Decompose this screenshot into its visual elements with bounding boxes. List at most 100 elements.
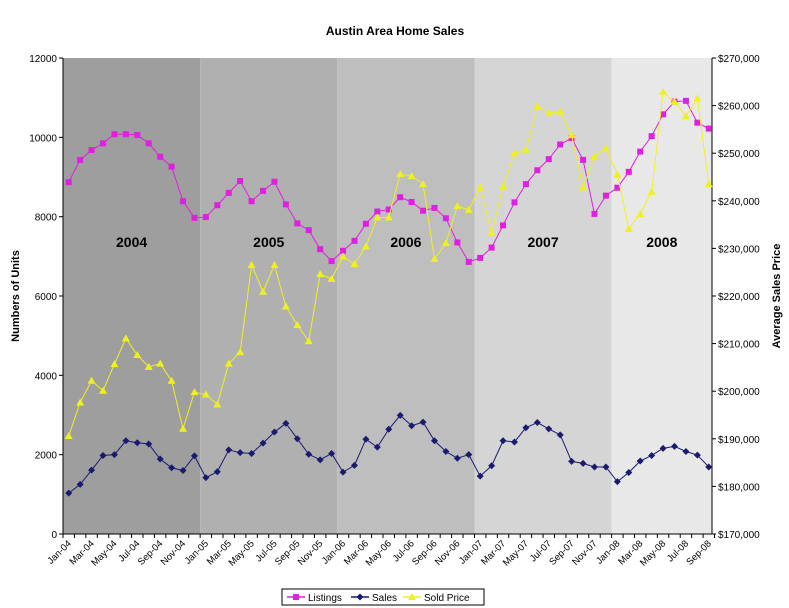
data-point [191,214,198,221]
x-tick-label: Nov-04 [159,538,188,567]
data-point [544,109,553,117]
data-point [121,334,130,342]
data-point [350,260,359,268]
data-point [568,457,576,465]
data-point [419,180,428,188]
data-point [431,204,438,211]
data-point [396,170,405,178]
data-point [420,207,427,214]
data-point [362,435,370,443]
data-point [442,447,450,455]
chart-title: Austin Area Home Sales [326,24,465,38]
data-point [385,425,393,433]
year-band-2007 [474,58,612,534]
data-point [65,179,72,186]
data-point [510,438,518,446]
data-point [579,459,587,467]
data-point [259,287,268,295]
data-point [407,172,416,180]
data-point [224,359,233,367]
data-point [270,428,278,436]
data-point [419,418,427,426]
year-band-label: 2008 [646,234,677,250]
y2-tick-label: $270,000 [718,54,760,65]
data-point [179,467,187,475]
data-point [236,348,245,356]
series-listings [65,97,712,265]
y-tick-label: 6000 [35,292,58,303]
data-point [282,419,290,427]
data-point [145,140,152,147]
data-point [76,398,85,406]
data-point [511,199,518,206]
data-point [659,87,668,95]
data-point [636,210,645,218]
data-point [465,451,473,459]
year-band-label: 2005 [253,234,284,250]
data-point [453,202,462,210]
data-point [237,177,244,184]
data-point [260,187,267,194]
data-point [647,187,656,195]
data-point [110,360,119,368]
data-point [522,424,530,432]
data-point [122,131,129,138]
data-point [190,388,199,396]
data-point [133,351,142,359]
data-point [157,153,164,160]
data-point [294,220,301,227]
data-point [362,220,369,227]
legend-label: Listings [308,593,342,604]
data-point [682,447,690,455]
data-point [88,147,95,154]
data-point [202,474,210,482]
data-point [648,133,655,140]
data-point [339,468,347,476]
data-point [705,463,713,471]
year-band-2004 [63,58,201,534]
x-tick-label: May-04 [89,538,119,568]
data-point [373,213,382,221]
data-point [145,440,153,448]
data-point [156,455,164,463]
data-point [568,135,575,142]
data-point [705,125,712,132]
data-point [534,167,541,174]
data-point [87,376,96,384]
data-point [340,247,347,254]
legend-marker [356,593,364,601]
data-point [236,449,244,457]
data-point [214,202,221,209]
data-point [671,442,679,450]
data-point [374,208,381,215]
data-point [430,437,438,445]
data-point [430,254,439,262]
data-point [110,451,118,459]
data-point [464,205,473,213]
data-point [99,451,107,459]
y-tick-label: 8000 [35,213,58,224]
y2-tick-label: $190,000 [718,435,760,446]
data-point [247,261,256,269]
year-band-2006 [337,58,475,534]
data-point [408,198,415,205]
data-point [521,145,530,153]
x-tick-label: Nov-05 [296,538,325,567]
data-point [590,152,599,160]
data-point [248,449,256,457]
y-tick-label: 2000 [35,451,58,462]
legend-marker [293,594,299,600]
data-point [384,213,393,221]
data-point [408,422,416,430]
data-point [522,181,529,188]
year-band-2008 [611,58,712,534]
data-point [100,140,107,147]
data-point [328,449,336,457]
data-point [465,258,472,265]
data-point [682,97,689,104]
data-point [144,362,153,370]
data-point [500,222,507,229]
data-point [339,252,348,260]
data-point [304,337,313,345]
data-point [396,411,404,419]
